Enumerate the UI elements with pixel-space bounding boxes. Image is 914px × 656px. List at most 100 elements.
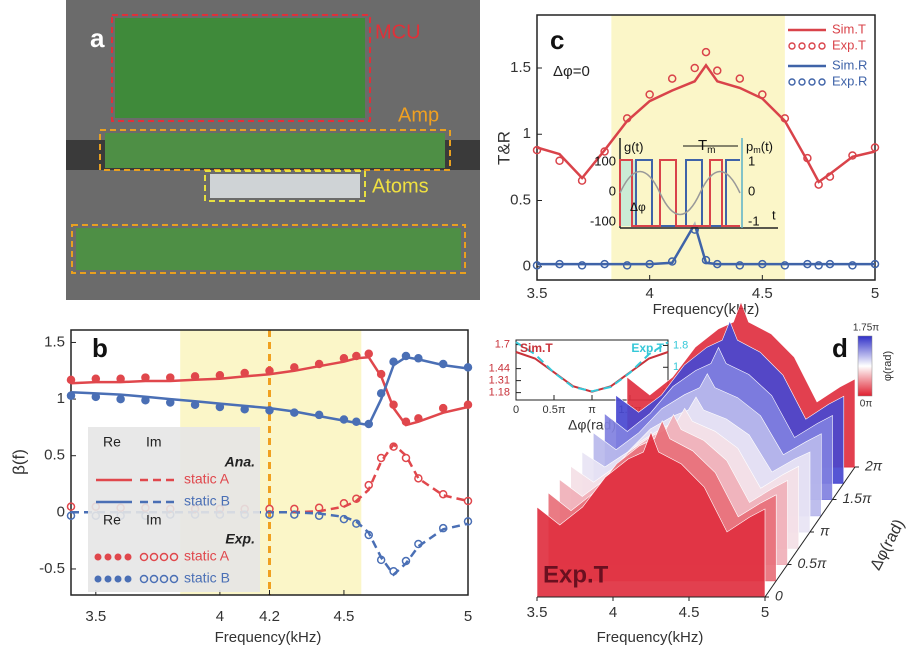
legend-label: Sim.R — [832, 57, 867, 72]
data-point — [389, 400, 398, 409]
data-point — [240, 405, 249, 414]
data-point — [555, 156, 564, 165]
data-point — [438, 489, 448, 499]
data-point — [577, 176, 587, 185]
data-point — [713, 66, 722, 75]
data-point — [376, 389, 386, 398]
inset-wave — [619, 171, 741, 215]
y2-tick-label: 1.8 — [673, 339, 688, 351]
inset-label-part: m — [707, 145, 715, 156]
data-point — [848, 261, 857, 270]
x-axis-label: Frequency(kHz) — [215, 629, 322, 646]
legend-swatch — [124, 575, 132, 583]
data-point — [870, 143, 880, 152]
legend-label: Exp.T — [832, 37, 866, 52]
legend-label: static B — [184, 570, 230, 586]
data-point — [555, 259, 564, 269]
legend-swatch — [788, 42, 796, 50]
data-point — [814, 180, 823, 189]
data-point — [735, 261, 745, 270]
data-point — [215, 402, 225, 412]
x-axis-label: Frequency(kHz) — [597, 629, 704, 646]
data-point — [401, 556, 411, 566]
data-point — [290, 504, 299, 514]
data-point — [190, 372, 200, 381]
data-point — [66, 391, 76, 400]
box-label: Amp — [398, 104, 439, 126]
data-point — [577, 261, 587, 270]
legend-box — [88, 427, 260, 592]
inset-label-part: p — [746, 139, 753, 154]
data-point — [364, 480, 373, 490]
data-point — [339, 514, 349, 524]
data-point — [389, 357, 398, 366]
data-point — [66, 502, 76, 511]
data-point — [389, 442, 398, 451]
legend-swatch — [159, 552, 169, 562]
legend-swatch — [94, 575, 102, 583]
photo-panel: a MCU Amp Atoms — [66, 0, 480, 300]
x-tick-label: 4.5 — [679, 604, 700, 621]
series-line — [536, 63, 876, 184]
inset-label: Tm — [698, 137, 716, 156]
data-point — [690, 63, 699, 73]
data-point — [780, 261, 790, 270]
inset-series-label: Sim.T — [520, 341, 553, 355]
colorbar — [857, 335, 873, 397]
y-tick-label: 1.18 — [489, 387, 510, 399]
depth-axis — [764, 466, 856, 598]
data-point — [364, 530, 373, 540]
data-point — [339, 415, 349, 424]
depth-tick-label: 0.5π — [798, 555, 827, 571]
data-point — [701, 47, 711, 57]
series-line — [515, 341, 669, 393]
legend-swatch — [114, 575, 122, 583]
data-point — [91, 374, 101, 383]
legend-label: Exp.R — [832, 73, 867, 88]
data-point — [825, 172, 835, 181]
mcu-box — [111, 14, 371, 122]
legend-swatch — [124, 553, 132, 561]
data-point — [848, 151, 857, 160]
data-point — [265, 366, 274, 376]
data-point — [600, 259, 609, 269]
x-tick-label: π — [588, 404, 596, 416]
inset-tick-label: 0 — [609, 183, 616, 198]
inset-tick-label: 1 — [748, 153, 755, 168]
data-point — [339, 499, 349, 508]
legend-label: static A — [184, 471, 230, 487]
legend-label: static A — [184, 548, 230, 564]
depth-tick-label: π — [820, 523, 830, 539]
legend-group: Ana. — [224, 454, 255, 470]
legend-label: Sim.T — [832, 21, 866, 36]
data-point — [438, 403, 448, 413]
data-point — [314, 503, 324, 513]
data-point — [803, 153, 812, 163]
inset-label-part: T — [698, 137, 707, 154]
data-point — [314, 359, 324, 369]
data-point — [240, 368, 249, 378]
data-point — [438, 359, 448, 369]
inset-series-label: Exp.T — [631, 341, 664, 355]
inset-shade — [620, 160, 636, 226]
data-point — [141, 373, 150, 382]
panel-label: c — [550, 25, 564, 55]
photo-board — [76, 228, 461, 270]
box-label: MCU — [375, 21, 421, 43]
legend-swatch — [149, 552, 159, 562]
data-point — [701, 255, 711, 265]
ribbon — [536, 431, 766, 598]
inset-tick-label: -1 — [748, 213, 760, 228]
colorbar-label: φ(rad) — [882, 351, 894, 381]
data-point — [290, 510, 299, 519]
data-point — [364, 349, 373, 359]
legend-swatch — [94, 553, 102, 561]
x-tick-label: 5 — [871, 285, 879, 302]
inset-tick-label: 0 — [748, 183, 755, 198]
data-point — [622, 261, 632, 270]
x-tick-label: 3.5 — [527, 285, 548, 302]
legend-swatch — [104, 553, 112, 561]
data-point — [352, 494, 361, 503]
legend-swatch — [159, 574, 169, 584]
legend-swatch — [808, 78, 816, 86]
